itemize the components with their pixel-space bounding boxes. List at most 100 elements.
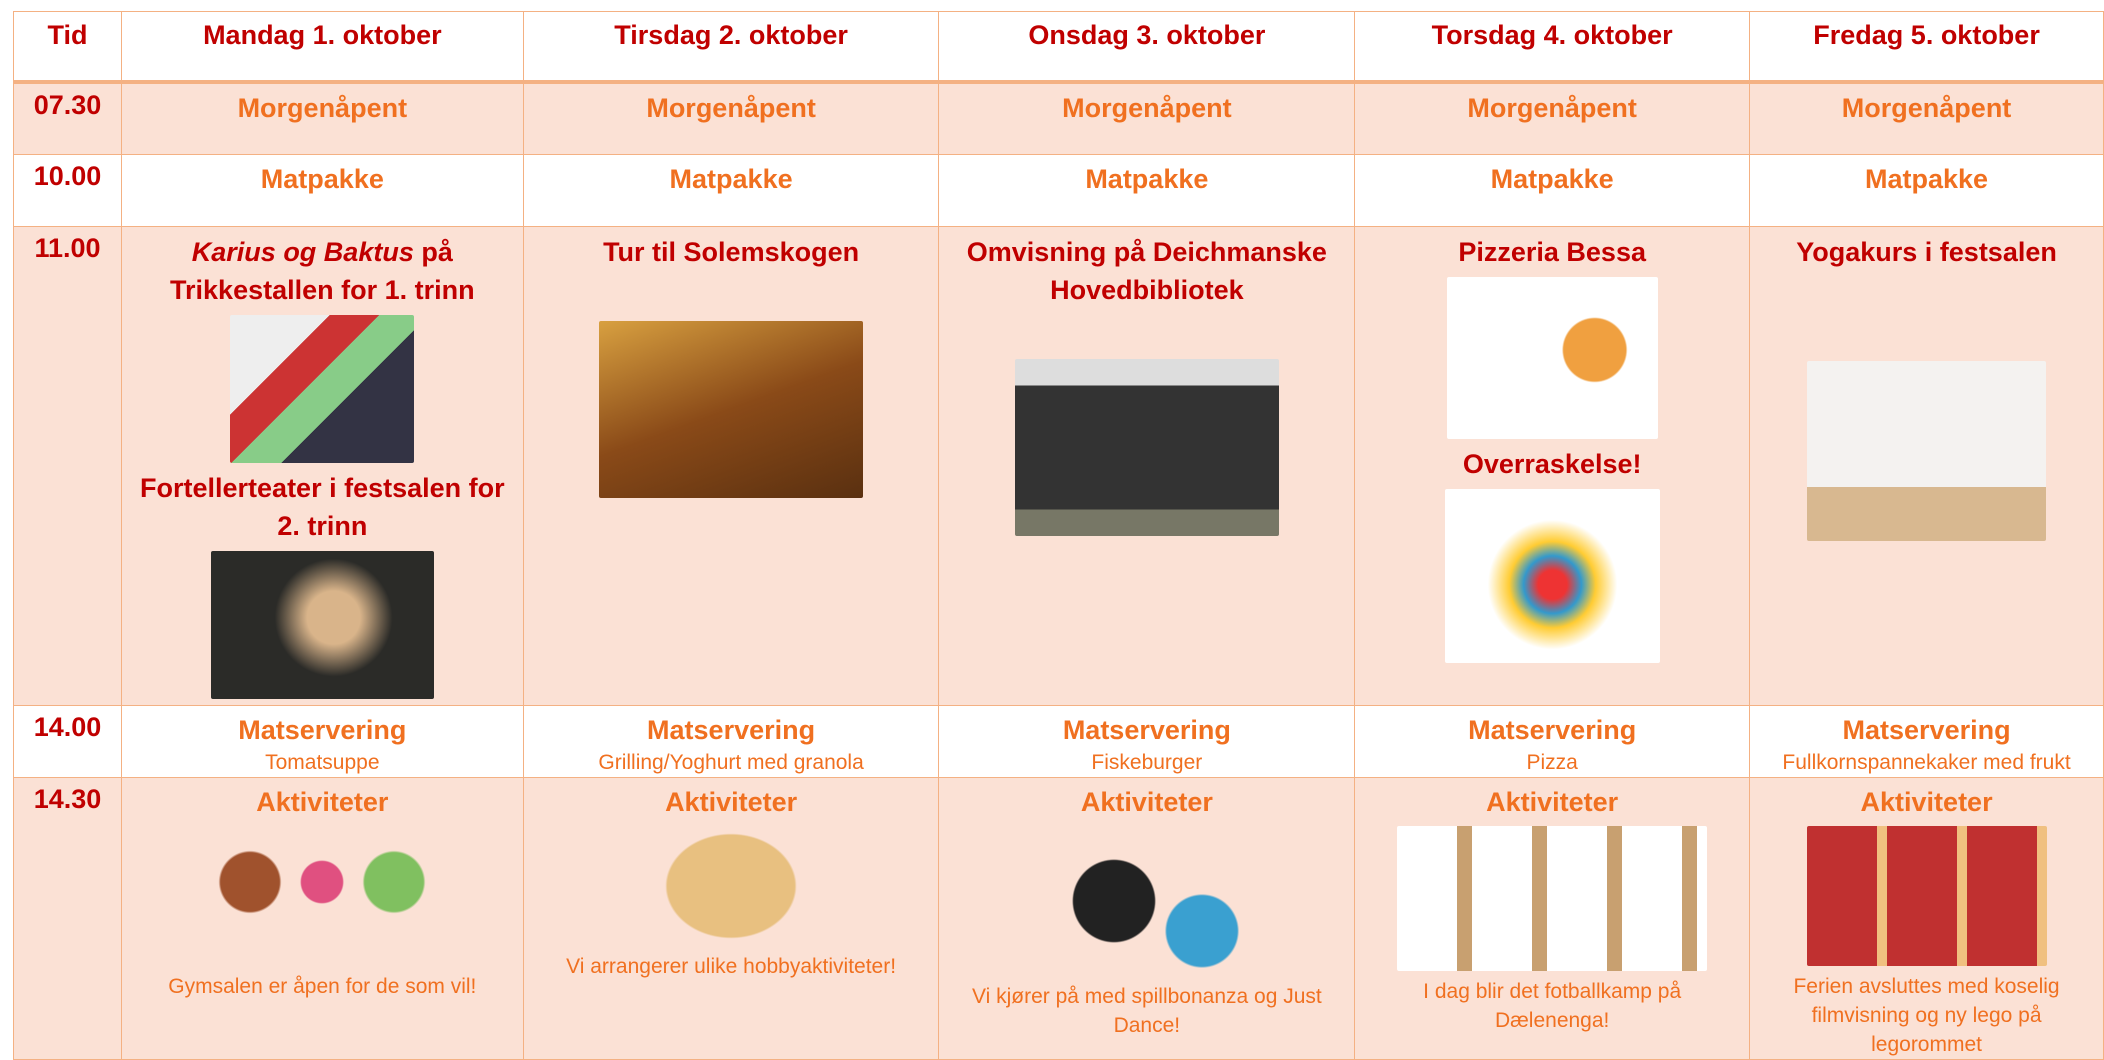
- activity-title: Matservering: [130, 712, 515, 748]
- activity-image: [1444, 488, 1660, 663]
- time-cell: 07.30: [13, 81, 122, 155]
- activity-cell: Matpakke: [1354, 153, 1751, 227]
- activity-cell: Morgenåpent: [120, 81, 524, 155]
- column-header: Onsdag 3. oktober: [938, 11, 1356, 84]
- activity-title: Aktiviteter: [947, 784, 1346, 820]
- schedule-row: 14.30 Aktiviteter Gymsalen er åpen for de …: [13, 776, 2104, 1060]
- activity-title: Morgenåpent: [532, 90, 931, 126]
- activity-image: [210, 550, 434, 699]
- activity-title-text: Aktiviteter: [1486, 786, 1619, 817]
- activity-note: Ferien avsluttes med koselig filmvisning…: [1793, 974, 2060, 1056]
- activity-title-text: Fortellerteater i festsalen for 2. trinn: [140, 472, 505, 541]
- page: Tid Mandag 1. oktober Tirsdag 2. oktober On…: [13, 11, 2104, 1060]
- activity-cell: Karius og Baktus på Trikkestallen for 1.…: [120, 225, 524, 706]
- activity-title: Matpakke: [1758, 161, 2095, 197]
- activity-cell: Aktiviteter Vi kjører på med spillbonanza…: [938, 776, 1356, 1060]
- activity-title: Matpakke: [1363, 161, 1741, 197]
- activity-note: Grilling/Yoghurt med granola: [598, 750, 864, 774]
- activity-title: Tur til Solemskogen: [532, 233, 931, 271]
- header-row: Tid Mandag 1. oktober Tirsdag 2. oktober On…: [13, 11, 2104, 84]
- activity-note: Vi kjører på med spillbonanza og Just Da…: [971, 984, 1322, 1037]
- schedule-table: Tid Mandag 1. oktober Tirsdag 2. oktober On…: [13, 11, 2104, 1060]
- activity-cell: Aktiviteter Vi arrangerer ulike hobbyakti…: [522, 776, 940, 1060]
- activity-title-text: Matservering: [238, 714, 407, 745]
- activity-title: Morgenåpent: [947, 90, 1346, 126]
- activity-title: Matpakke: [532, 161, 931, 197]
- activity-image: [202, 825, 443, 966]
- column-header: Mandag 1. oktober: [120, 11, 524, 84]
- activity-title: Matservering: [532, 712, 931, 748]
- activity-title-text: Matpakke: [1490, 163, 1614, 194]
- activity-title: Overraskelse!: [1363, 445, 1741, 483]
- activity-title-emphasis: Karius og Baktus: [191, 236, 414, 267]
- time-cell: 14.00: [13, 704, 122, 778]
- activity-title: Morgenåpent: [130, 90, 515, 126]
- column-header: Torsdag 4. oktober: [1354, 11, 1751, 84]
- activity-title-text: Yogakurs i festsalen: [1796, 236, 2057, 267]
- activity-title-text: Aktiviteter: [256, 786, 389, 817]
- activity-cell: Aktiviteter Gymsalen er åpen for de som v…: [120, 776, 524, 1060]
- activity-image: [656, 825, 807, 946]
- activity-cell: Matservering Fiskeburger: [938, 704, 1356, 778]
- activity-title-text: Matservering: [1468, 714, 1637, 745]
- activity-note: Fullkornspannekaker med frukt: [1782, 750, 2071, 774]
- activity-title: Matpakke: [130, 161, 515, 197]
- time-cell: 14.30: [13, 776, 122, 1060]
- activity-cell: Yogakurs i festsalen: [1749, 225, 2104, 706]
- activity-title: Matpakke: [947, 161, 1346, 197]
- activity-note: Pizza: [1526, 750, 1578, 774]
- activity-cell: Morgenåpent: [522, 81, 940, 155]
- activity-cell: Tur til Solemskogen: [522, 225, 940, 706]
- column-header: Tid: [13, 11, 122, 84]
- column-header: Tirsdag 2. oktober: [522, 11, 940, 84]
- activity-title: Aktiviteter: [1363, 784, 1741, 820]
- activity-title: Morgenåpent: [1363, 90, 1741, 126]
- activity-title-text: Aktiviteter: [665, 786, 798, 817]
- time-cell: 10.00: [13, 153, 122, 227]
- column-header: Fredag 5. oktober: [1749, 11, 2104, 84]
- activity-title: Karius og Baktus på Trikkestallen for 1.…: [130, 233, 515, 309]
- activity-image: [1397, 825, 1708, 971]
- activity-title: Matservering: [947, 712, 1346, 748]
- schedule-row: 11.00 Karius og Baktus på Trikkestallen f…: [13, 225, 2104, 706]
- activity-title-text: Matpakke: [1085, 163, 1209, 194]
- activity-title: Omvisning på Deichmanske Hovedbibliotek: [947, 233, 1346, 309]
- activity-title-text: Matservering: [647, 714, 816, 745]
- activity-title-text: Tur til Solemskogen: [603, 236, 860, 267]
- activity-title-text: Overraskelse!: [1462, 448, 1642, 479]
- activity-title-text: Matservering: [1062, 714, 1231, 745]
- activity-title-text: Morgenåpent: [1841, 93, 2012, 123]
- activity-image: [1806, 825, 2047, 966]
- activity-image: [230, 314, 415, 463]
- activity-title-text: på Trikkestallen for 1. trinn: [170, 236, 475, 305]
- activity-cell: Pizzeria Bessa Overraskelse!: [1354, 225, 1751, 706]
- activity-title: Pizzeria Bessa: [1363, 233, 1741, 271]
- activity-title-text: Morgenåpent: [646, 93, 816, 123]
- activity-title-text: Matpakke: [669, 163, 793, 194]
- schedule-row: 07.30 Morgenåpent Morgenåpent Morgenåpent Mo…: [13, 81, 2104, 155]
- activity-cell: Matpakke: [522, 153, 940, 227]
- activity-title: Morgenåpent: [1758, 90, 2095, 126]
- activity-image: [1014, 358, 1279, 536]
- activity-image: [1807, 360, 2047, 541]
- activity-cell: Morgenåpent: [938, 81, 1356, 155]
- activity-cell: Matpakke: [1749, 153, 2104, 227]
- schedule-row: 10.00 Matpakke Matpakke Matpakke Matpakke Mat…: [13, 153, 2104, 227]
- activity-image: [1446, 276, 1658, 439]
- activity-title: Aktiviteter: [532, 784, 931, 820]
- activity-title-text: Omvisning på Deichmanske Hovedbibliotek: [966, 236, 1327, 305]
- activity-title-text: Morgenåpent: [1062, 93, 1232, 123]
- activity-cell: Matservering Tomatsuppe: [120, 704, 524, 778]
- activity-title: Fortellerteater i festsalen for 2. trinn: [130, 469, 515, 545]
- activity-cell: Morgenåpent: [1749, 81, 2104, 155]
- activity-title-text: Matpakke: [1865, 163, 1989, 194]
- activity-note: Vi arrangerer ulike hobbyaktiviteter!: [566, 954, 897, 978]
- activity-title-text: Matpakke: [260, 163, 384, 194]
- activity-cell: Aktiviteter Ferien avsluttes med koselig …: [1749, 776, 2104, 1060]
- activity-cell: Aktiviteter I dag blir det fotballkamp på…: [1354, 776, 1751, 1060]
- activity-cell: Matpakke: [938, 153, 1356, 227]
- activity-cell: Omvisning på Deichmanske Hovedbibliotek: [938, 225, 1356, 706]
- activity-title-text: Aktiviteter: [1860, 786, 1993, 817]
- time-cell: 11.00: [13, 225, 122, 706]
- activity-title-text: Aktiviteter: [1080, 786, 1213, 817]
